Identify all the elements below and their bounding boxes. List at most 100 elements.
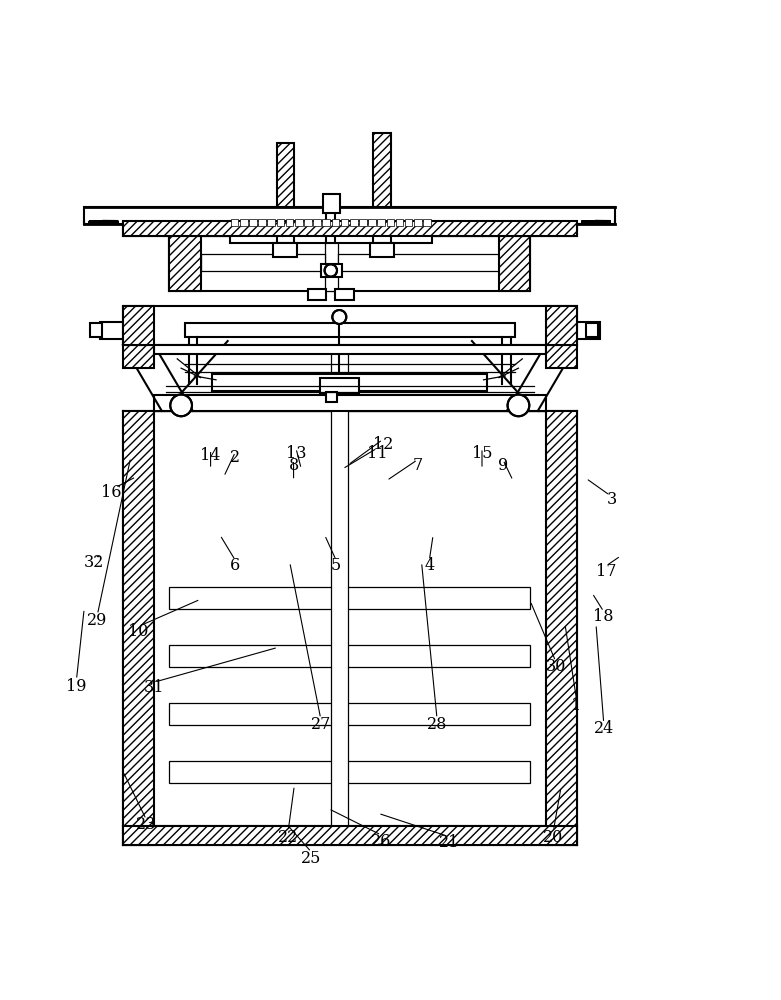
Text: 11: 11 (367, 445, 387, 462)
Bar (546, 345, 576, 368)
Bar (331, 349, 348, 826)
Bar (373, 133, 390, 207)
Bar (323, 194, 340, 213)
Bar (123, 411, 154, 845)
Text: 24: 24 (594, 720, 614, 737)
Bar (576, 322, 600, 339)
Text: 22: 22 (278, 829, 298, 846)
Bar (423, 219, 431, 226)
Bar (326, 236, 337, 291)
Text: 15: 15 (472, 445, 492, 462)
Text: 31: 31 (144, 679, 164, 696)
Text: 9: 9 (497, 457, 508, 474)
Text: 17: 17 (596, 563, 616, 580)
Bar (212, 374, 487, 391)
Bar (304, 219, 312, 226)
Bar (387, 219, 394, 226)
Bar (336, 289, 354, 300)
Bar (370, 243, 394, 257)
Text: 6: 6 (230, 557, 241, 574)
Bar (313, 219, 321, 226)
Text: 12: 12 (373, 436, 393, 453)
Bar (123, 221, 576, 236)
Bar (295, 219, 302, 226)
Bar (201, 254, 326, 271)
Text: 4: 4 (424, 557, 434, 574)
Bar (414, 219, 422, 226)
Bar (276, 143, 294, 207)
Text: 3: 3 (606, 491, 617, 508)
Text: 29: 29 (87, 612, 108, 629)
Bar (123, 826, 576, 845)
Bar (169, 587, 530, 609)
Text: 20: 20 (544, 829, 563, 846)
Text: 13: 13 (286, 445, 306, 462)
Bar (350, 219, 358, 226)
Bar (169, 703, 530, 725)
Bar (405, 219, 412, 226)
Bar (240, 219, 248, 226)
Bar (546, 411, 576, 845)
Bar (337, 254, 499, 271)
Text: 14: 14 (201, 447, 221, 464)
Text: 18: 18 (594, 608, 614, 625)
Bar (84, 207, 615, 224)
Bar (377, 219, 385, 226)
Bar (169, 761, 530, 783)
Bar (100, 322, 123, 339)
Circle shape (508, 395, 530, 416)
Text: 10: 10 (128, 623, 148, 640)
Text: 8: 8 (288, 457, 298, 474)
Bar (154, 411, 546, 826)
Text: 30: 30 (545, 658, 566, 675)
Bar (276, 219, 284, 226)
Bar (230, 226, 432, 243)
Bar (185, 323, 515, 337)
Bar (396, 219, 403, 226)
Text: 21: 21 (438, 834, 459, 851)
Bar (586, 323, 597, 337)
Bar (368, 219, 376, 226)
Text: 28: 28 (427, 716, 448, 733)
Bar (359, 219, 366, 226)
Bar (169, 645, 530, 667)
Bar (259, 219, 266, 226)
Text: 5: 5 (331, 557, 341, 574)
Bar (123, 221, 576, 236)
Bar (326, 392, 337, 402)
Bar (154, 345, 546, 354)
Bar (341, 219, 348, 226)
Bar (332, 219, 339, 226)
Bar (267, 219, 275, 226)
Text: 19: 19 (66, 678, 87, 695)
Text: 25: 25 (301, 850, 322, 867)
Bar (273, 243, 297, 257)
Bar (169, 236, 201, 291)
Bar (154, 395, 546, 411)
Circle shape (333, 310, 346, 324)
Circle shape (325, 264, 337, 277)
Circle shape (170, 395, 192, 416)
Bar (249, 219, 257, 226)
Bar (308, 289, 326, 300)
Bar (546, 306, 576, 345)
Bar (123, 306, 576, 345)
Text: 26: 26 (371, 833, 391, 850)
Bar (91, 323, 102, 337)
Bar (169, 236, 530, 291)
Text: 1: 1 (572, 697, 582, 714)
Bar (230, 219, 238, 226)
Bar (323, 219, 330, 226)
Text: 32: 32 (84, 554, 105, 571)
Bar (286, 219, 294, 226)
Bar (123, 306, 154, 345)
Bar (499, 236, 530, 291)
Text: 27: 27 (311, 716, 331, 733)
Text: 23: 23 (136, 816, 156, 833)
Bar (123, 345, 154, 368)
Bar (320, 378, 358, 394)
Text: 7: 7 (412, 457, 423, 474)
Text: 2: 2 (230, 449, 241, 466)
Bar (322, 264, 341, 277)
Text: 16: 16 (101, 484, 122, 501)
